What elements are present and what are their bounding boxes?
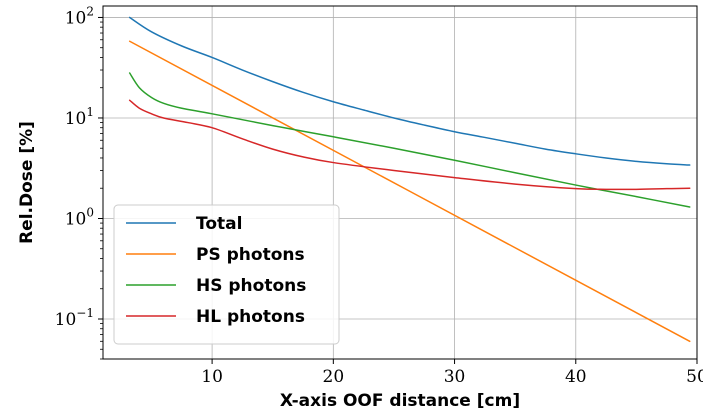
- y-tick-label: 101: [65, 105, 94, 129]
- x-tick-label: 10: [201, 367, 223, 387]
- legend-label: HL photons: [196, 307, 305, 327]
- x-axis-title: X-axis OOF distance [cm]: [280, 391, 520, 411]
- series-line-total: [128, 16, 691, 166]
- y-tick-label: 100: [65, 205, 94, 229]
- series-line-ps-photons: [128, 40, 691, 343]
- legend: Total PS photons HS photons HL photons: [113, 204, 340, 345]
- x-tick-label: 50: [686, 367, 703, 387]
- x-tick-label: 20: [323, 367, 345, 387]
- x-tick-label: 30: [444, 367, 466, 387]
- y-tick-label: 102: [65, 4, 94, 28]
- legend-label: Total: [196, 214, 242, 234]
- series-lines: [128, 16, 691, 343]
- axis-ticks: 10 20 30 40 50 10−1 100 101 102: [55, 4, 703, 387]
- x-tick-label: 40: [565, 367, 587, 387]
- plot-frame: [102, 5, 698, 360]
- series-line-hl-photons: [128, 99, 691, 191]
- legend-label: PS photons: [196, 245, 305, 265]
- series-line-hs-photons: [128, 72, 691, 208]
- legend-label: HS photons: [196, 276, 306, 296]
- legend-frame: [113, 204, 340, 345]
- y-axis-title: Rel.Dose [%]: [17, 121, 37, 244]
- y-tick-label: 10−1: [55, 306, 94, 330]
